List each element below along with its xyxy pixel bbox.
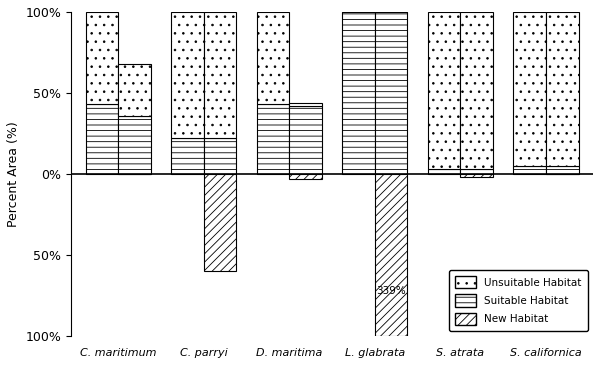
Bar: [86, 12, 118, 104]
Bar: [428, 169, 460, 174]
Y-axis label: Percent Area (%): Percent Area (%): [7, 121, 20, 227]
Bar: [204, 174, 236, 272]
Bar: [118, 116, 151, 174]
Bar: [514, 12, 546, 166]
Bar: [289, 106, 322, 174]
Bar: [343, 12, 375, 174]
Bar: [289, 103, 322, 106]
Bar: [86, 104, 118, 174]
Bar: [257, 104, 289, 174]
Bar: [514, 166, 546, 174]
Bar: [460, 169, 493, 174]
Bar: [257, 12, 289, 104]
Legend: Unsuitable Habitat, Suitable Habitat, New Habitat: Unsuitable Habitat, Suitable Habitat, Ne…: [449, 270, 588, 331]
Bar: [204, 138, 236, 174]
Bar: [460, 12, 493, 169]
Bar: [546, 12, 578, 166]
Bar: [375, 174, 407, 336]
Bar: [171, 12, 204, 138]
Bar: [546, 166, 578, 174]
Bar: [460, 174, 493, 177]
Bar: [118, 64, 151, 116]
Bar: [375, 12, 407, 174]
Bar: [204, 12, 236, 138]
Bar: [289, 174, 322, 179]
Bar: [428, 12, 460, 169]
Text: 339%: 339%: [376, 286, 406, 296]
Bar: [171, 138, 204, 174]
